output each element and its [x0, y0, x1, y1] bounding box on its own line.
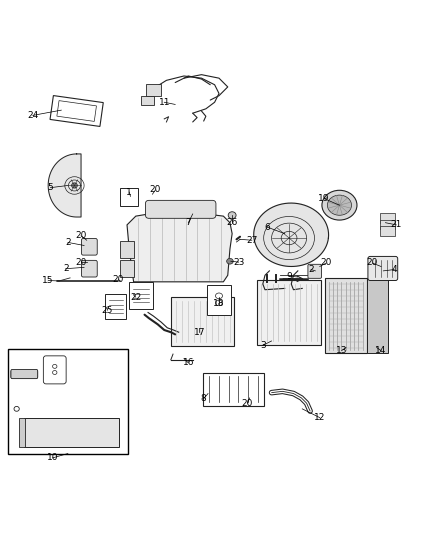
Text: 3: 3	[260, 341, 266, 350]
Text: 11: 11	[159, 98, 170, 107]
Text: 23: 23	[233, 257, 244, 266]
Text: 20: 20	[367, 259, 378, 268]
Text: 20: 20	[75, 257, 87, 266]
Polygon shape	[127, 212, 232, 282]
FancyBboxPatch shape	[257, 280, 321, 345]
Text: 2: 2	[63, 264, 68, 273]
FancyBboxPatch shape	[367, 278, 388, 353]
Ellipse shape	[322, 190, 357, 220]
Polygon shape	[254, 203, 328, 266]
FancyBboxPatch shape	[203, 373, 264, 406]
FancyBboxPatch shape	[120, 188, 138, 206]
Text: 24: 24	[27, 111, 39, 120]
Text: 25: 25	[102, 306, 113, 315]
Text: 20: 20	[150, 185, 161, 195]
FancyBboxPatch shape	[19, 418, 25, 447]
FancyBboxPatch shape	[11, 370, 38, 378]
Text: 9: 9	[286, 272, 292, 281]
FancyBboxPatch shape	[81, 260, 97, 277]
FancyBboxPatch shape	[207, 285, 231, 314]
FancyBboxPatch shape	[11, 369, 38, 378]
FancyBboxPatch shape	[120, 241, 134, 258]
FancyBboxPatch shape	[146, 84, 161, 96]
Text: 19: 19	[318, 194, 330, 203]
Text: 8: 8	[201, 394, 207, 403]
Text: 21: 21	[391, 220, 402, 229]
Polygon shape	[48, 154, 81, 217]
Text: 20: 20	[113, 275, 124, 284]
FancyBboxPatch shape	[105, 294, 126, 319]
Text: 17: 17	[194, 328, 205, 337]
Text: 5: 5	[47, 183, 53, 192]
Text: 12: 12	[314, 413, 325, 422]
Text: 15: 15	[42, 276, 54, 285]
Text: 18: 18	[213, 299, 225, 308]
Text: 20: 20	[242, 399, 253, 408]
FancyBboxPatch shape	[24, 418, 119, 447]
FancyBboxPatch shape	[81, 238, 97, 255]
Text: 7: 7	[185, 218, 191, 227]
FancyBboxPatch shape	[141, 96, 154, 106]
FancyBboxPatch shape	[380, 220, 395, 229]
Text: 2: 2	[308, 265, 314, 274]
Text: 26: 26	[226, 218, 238, 227]
FancyBboxPatch shape	[171, 297, 234, 346]
FancyBboxPatch shape	[325, 278, 367, 353]
Text: 20: 20	[75, 231, 87, 240]
FancyBboxPatch shape	[308, 264, 321, 278]
Ellipse shape	[71, 183, 78, 188]
Ellipse shape	[228, 212, 236, 219]
FancyBboxPatch shape	[129, 282, 153, 309]
FancyBboxPatch shape	[380, 226, 395, 236]
Text: 6: 6	[264, 223, 270, 231]
Text: 22: 22	[130, 293, 141, 302]
Text: 13: 13	[336, 346, 347, 355]
Text: 10: 10	[47, 454, 58, 463]
FancyBboxPatch shape	[380, 213, 395, 223]
FancyBboxPatch shape	[43, 356, 66, 384]
Ellipse shape	[327, 195, 351, 215]
Text: 2: 2	[65, 238, 71, 247]
Text: 14: 14	[375, 346, 387, 355]
Text: 20: 20	[321, 259, 332, 268]
FancyBboxPatch shape	[145, 200, 216, 219]
Text: 4: 4	[392, 265, 397, 274]
Text: 16: 16	[183, 358, 194, 367]
FancyBboxPatch shape	[368, 256, 398, 280]
Ellipse shape	[227, 259, 233, 264]
FancyBboxPatch shape	[8, 349, 128, 454]
FancyBboxPatch shape	[120, 260, 134, 278]
Text: 1: 1	[126, 188, 132, 197]
Text: 27: 27	[246, 236, 258, 245]
